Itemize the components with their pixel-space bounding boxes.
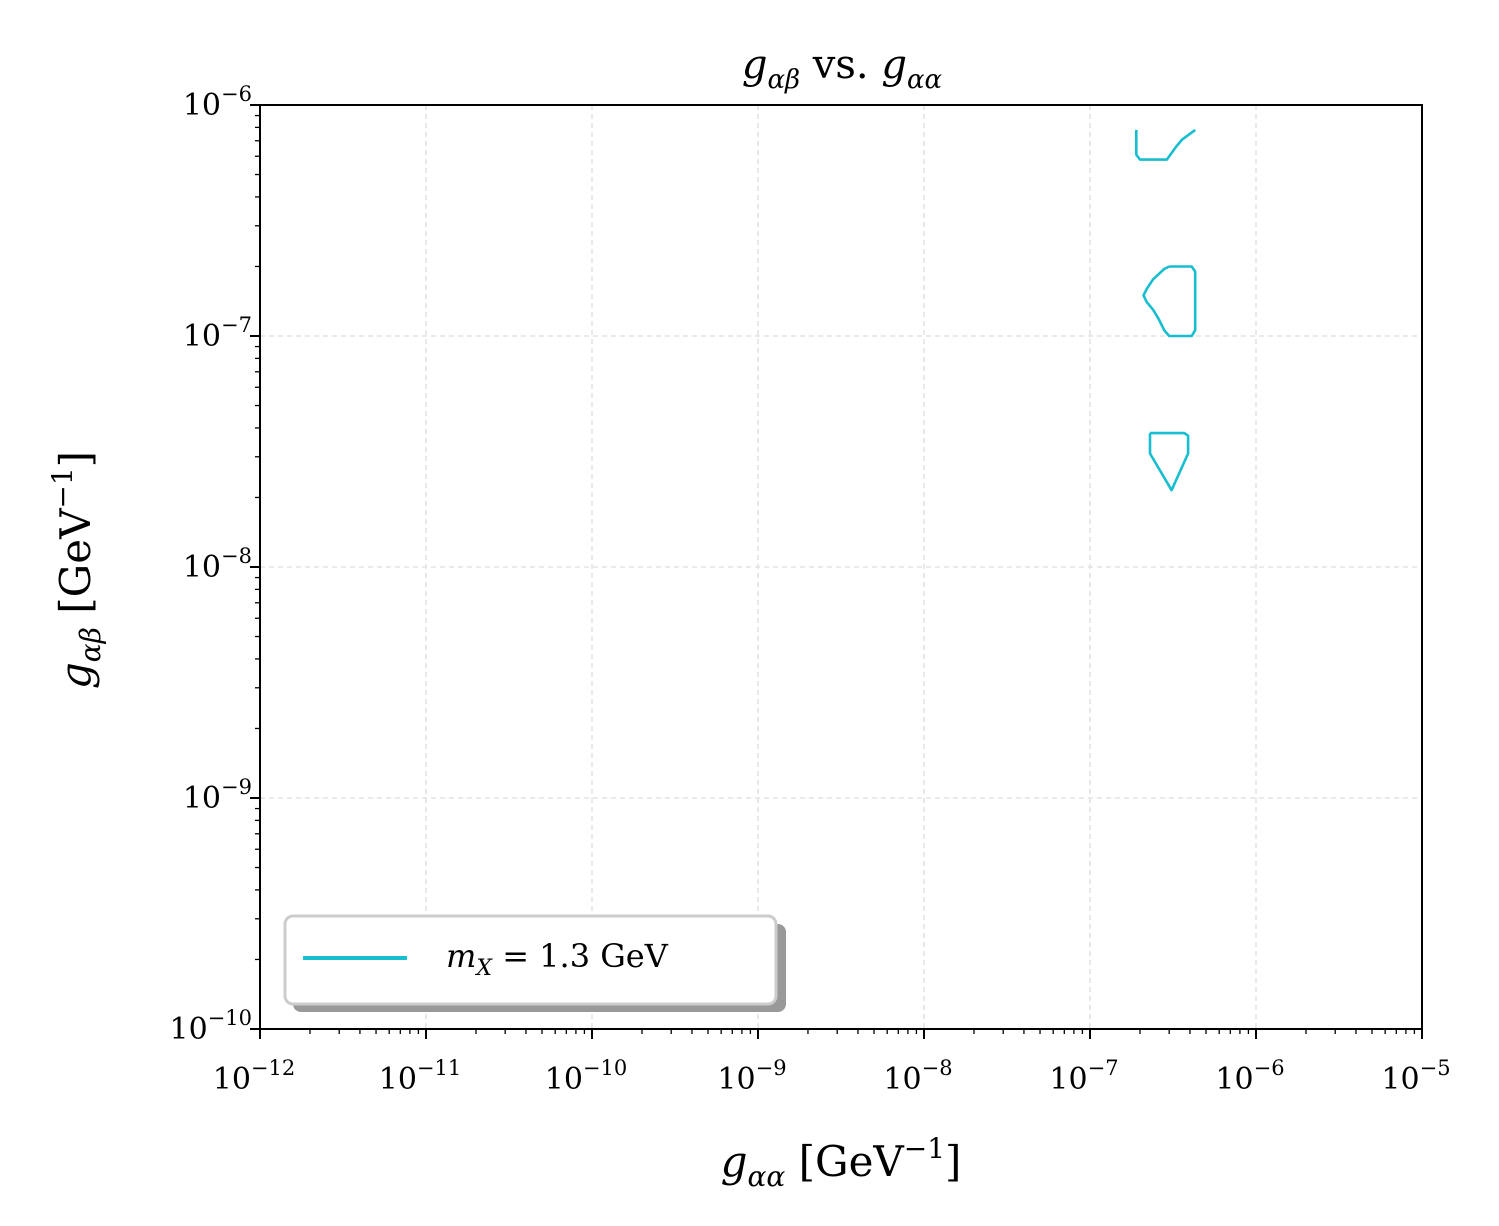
y-axis-title: gαβ [GeV−1]: [46, 451, 107, 689]
legend: mX = 1.3 GeV: [283, 914, 786, 1012]
x-tick-label: 10−7: [1049, 1056, 1118, 1097]
title-g1: g: [742, 42, 768, 88]
y-axis-sub: αβ: [74, 627, 107, 662]
y-tick-label: 10−6: [183, 82, 252, 123]
y-axis-g: g: [51, 662, 100, 689]
x-axis-unit: [GeV: [785, 1137, 904, 1186]
contour-line: [1142, 265, 1197, 338]
x-axis-g: g: [721, 1137, 748, 1186]
grid: [260, 105, 1422, 1029]
series-layer: [1135, 128, 1197, 492]
x-tick-label: 10−12: [213, 1056, 296, 1097]
legend-m: m: [446, 937, 476, 975]
x-tick-label: 10−10: [545, 1056, 628, 1097]
x-tick-label: 10−11: [379, 1056, 462, 1097]
title-g2: g: [881, 42, 907, 88]
contour-line: [1135, 128, 1196, 161]
ticks: 10−12 10−11 10−10 10−9 10−8 10−7 10−6 10−5 10−10…: [169, 82, 1450, 1097]
x-axis-title: gαα [GeV−1]: [721, 1132, 962, 1193]
legend-rest: = 1.3 GeV: [492, 937, 669, 975]
legend-box: [283, 914, 778, 1006]
legend-sub: X: [474, 956, 493, 981]
chart-title: gαβ vs. gαα: [742, 42, 943, 95]
y-axis-exp: −1: [46, 467, 79, 508]
x-axis-exp: −1: [904, 1132, 945, 1165]
x-tick-label: 10−6: [1215, 1056, 1284, 1097]
y-tick-label: 10−8: [183, 544, 252, 585]
title-vs: vs.: [800, 42, 881, 88]
y-axis-unit: [GeV: [51, 508, 100, 627]
x-axis-close: ]: [945, 1137, 961, 1186]
legend-label: mX = 1.3 GeV: [446, 937, 669, 981]
y-tick-label: 10−9: [183, 775, 252, 816]
title-sub2: αα: [907, 65, 943, 95]
contour-line: [1148, 431, 1190, 492]
title-sub1: αβ: [768, 65, 801, 95]
y-axis-close: ]: [51, 451, 100, 467]
x-tick-label: 10−5: [1381, 1056, 1450, 1097]
y-tick-label: 10−10: [169, 1006, 252, 1047]
x-axis-sub: αα: [747, 1160, 785, 1193]
x-tick-label: 10−9: [717, 1056, 786, 1097]
y-tick-label: 10−7: [183, 313, 252, 354]
x-tick-label: 10−8: [883, 1056, 952, 1097]
